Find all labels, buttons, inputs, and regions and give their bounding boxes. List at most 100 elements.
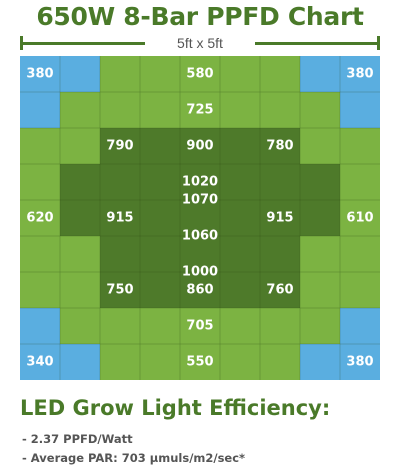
efficiency-heading: LED Grow Light Efficiency:: [20, 396, 331, 420]
efficiency-line-average-par: - Average PAR: 703 µmuls/m2/sec*: [22, 451, 246, 465]
heatmap-cell-light: [140, 56, 181, 93]
heatmap-cell-light: [140, 92, 181, 129]
heatmap-cell-light: [180, 56, 221, 93]
ppfd-value-label: 1000: [182, 265, 218, 280]
ppfd-value-label: 1020: [182, 175, 218, 190]
heatmap-cell-light: [180, 344, 221, 380]
heatmap-cell-light: [20, 128, 61, 165]
heatmap-cell-light: [220, 344, 261, 380]
ppfd-value-label: 790: [106, 139, 133, 154]
heatmap-cell-light: [100, 56, 141, 93]
heatmap-cell-blue: [340, 92, 380, 129]
heatmap-cell-dark: [140, 164, 181, 201]
heatmap-cell-blue: [340, 344, 380, 380]
heatmap-cell-light: [20, 272, 61, 309]
ppfd-value-label: 550: [186, 355, 213, 370]
heatmap-cell-light: [220, 56, 261, 93]
heatmap-cell-light: [220, 92, 261, 129]
ppfd-value-label: 620: [26, 211, 53, 226]
heatmap-cell-blue: [20, 92, 61, 129]
heatmap-cell-dark: [100, 272, 141, 309]
heatmap-cell-light: [20, 200, 61, 237]
heatmap-cell-light: [60, 308, 101, 345]
heatmap-cell-dark: [180, 128, 221, 165]
heatmap-cell-light: [100, 308, 141, 345]
heatmap-cell-light: [100, 92, 141, 129]
heatmap-cell-light: [300, 92, 341, 129]
heatmap-cell-light: [140, 344, 181, 380]
heatmap-cell-blue: [20, 56, 61, 93]
heatmap-cell-dark: [180, 164, 221, 201]
heatmap-cell-light: [20, 236, 61, 273]
heatmap-cell-dark: [140, 200, 181, 237]
heatmap-cell-light: [100, 344, 141, 380]
heatmap-cell-blue: [20, 308, 61, 345]
heatmap-cell-blue: [20, 344, 61, 380]
heatmap-cell-light: [260, 56, 301, 93]
heatmap-cell-light: [60, 92, 101, 129]
ppfd-value-label: 340: [26, 355, 53, 370]
heatmap-cell-light: [340, 272, 380, 309]
heatmap-cell-light: [340, 236, 380, 273]
heatmap-cell-dark: [260, 272, 301, 309]
ppfd-value-label: 705: [186, 319, 213, 334]
heatmap-cell-dark: [300, 164, 341, 201]
heatmap-cell-light: [260, 344, 301, 380]
heatmap-cell-dark: [140, 128, 181, 165]
heatmap-cell-dark: [220, 200, 261, 237]
heatmap-cell-light: [180, 308, 221, 345]
heatmap-cell-dark: [60, 164, 101, 201]
heatmap-cell-dark: [100, 236, 141, 273]
ppfd-value-label: 610: [346, 211, 373, 226]
ppfd-value-label: 380: [346, 67, 373, 82]
heatmap-cell-light: [140, 308, 181, 345]
heatmap-cell-light: [180, 92, 221, 129]
heatmap-cell-light: [60, 272, 101, 309]
ppfd-value-label: 900: [186, 139, 213, 154]
heatmap-cell-light: [60, 128, 101, 165]
heatmap-cell-blue: [300, 344, 341, 380]
heatmap-cell-dark: [180, 236, 221, 273]
heatmap-cell-blue: [340, 308, 380, 345]
heatmap-cell-light: [340, 200, 380, 237]
ppfd-value-label: 580: [186, 67, 213, 82]
ppfd-value-label: 380: [346, 355, 373, 370]
ppfd-value-label: 780: [266, 139, 293, 154]
heatmap-cell-dark: [140, 272, 181, 309]
heatmap-cell-dark: [100, 128, 141, 165]
efficiency-line-ppfd-per-watt: - 2.37 PPFD/Watt: [22, 432, 133, 446]
heatmap-cell-dark: [220, 128, 261, 165]
heatmap-cell-dark: [60, 200, 101, 237]
heatmap-cell-light: [340, 164, 380, 201]
ppfd-heatmap: 380 580 380 725 790 900 780 1020 620 915 1070 1060 9…: [20, 56, 380, 380]
heatmap-cell-dark: [260, 236, 301, 273]
chart-title: 650W 8-Bar PPFD Chart: [36, 2, 364, 31]
ppfd-value-label: 860: [186, 283, 213, 298]
heatmap-cell-blue: [340, 56, 380, 93]
heatmap-cell-dark: [260, 200, 301, 237]
heatmap-cell-dark: [220, 164, 261, 201]
heatmap-cell-light: [300, 128, 341, 165]
ppfd-value-label: 915: [266, 211, 293, 226]
heatmap-cell-dark: [180, 200, 221, 237]
dimension-line-left: [20, 42, 145, 45]
heatmap-cell-light: [260, 92, 301, 129]
ppfd-value-label: 380: [26, 67, 53, 82]
heatmap-cell-light: [20, 164, 61, 201]
heatmap-cell-blue: [60, 56, 101, 93]
heatmap-cell-light: [300, 308, 341, 345]
heatmap-cell-light: [220, 308, 261, 345]
heatmap-cell-dark: [260, 128, 301, 165]
heatmap-cell-dark: [220, 272, 261, 309]
heatmap-cell-dark: [140, 236, 181, 273]
dimension-label: 5ft x 5ft: [177, 35, 223, 51]
heatmap-cell-dark: [260, 164, 301, 201]
heatmap-cell-light: [340, 128, 380, 165]
ppfd-value-label: 1070: [182, 193, 218, 208]
heatmap-cell-dark: [300, 200, 341, 237]
heatmap-cell-blue: [300, 56, 341, 93]
ppfd-value-label: 760: [266, 283, 293, 298]
heatmap-cell-dark: [100, 164, 141, 201]
heatmap-cell-light: [300, 272, 341, 309]
ppfd-value-label: 750: [106, 283, 133, 298]
